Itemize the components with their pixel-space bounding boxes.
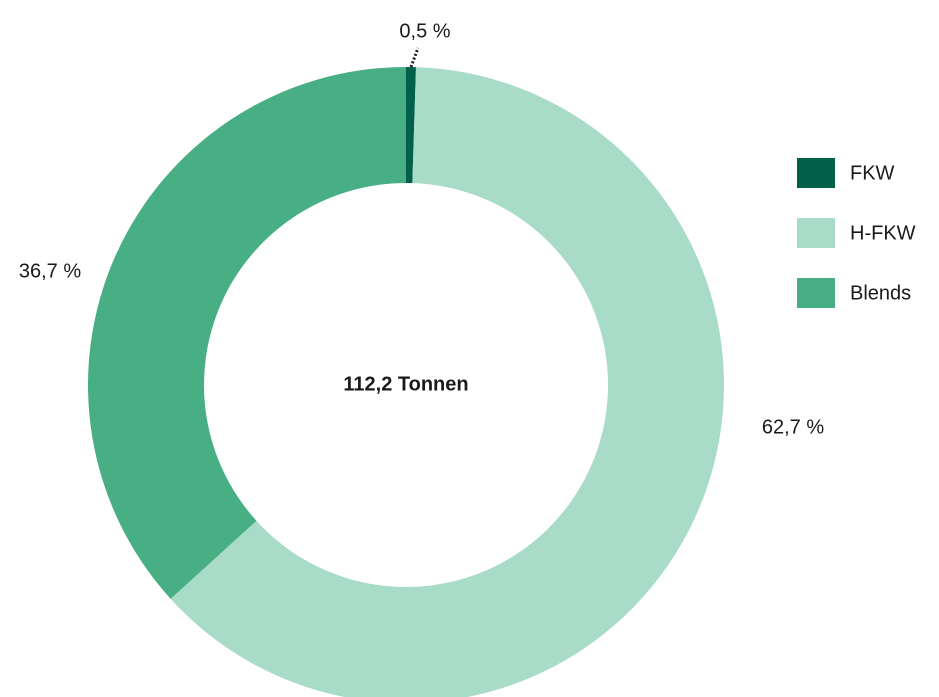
- value-label: 36,7 %: [19, 260, 81, 282]
- donut-slice: [170, 67, 724, 697]
- legend-swatch: [797, 278, 835, 308]
- legend-swatch: [797, 158, 835, 188]
- legend-label: H-FKW: [850, 222, 916, 244]
- legend-label: FKW: [850, 162, 895, 184]
- donut-slice: [406, 67, 416, 184]
- center-label: 112,2 Tonnen: [343, 373, 468, 395]
- value-label: 0,5 %: [399, 20, 450, 42]
- legend-label: Blends: [850, 282, 911, 304]
- donut-slice: [87, 67, 407, 599]
- legend-swatch: [797, 218, 835, 248]
- leader-line: [409, 47, 420, 68]
- value-label: 62,7 %: [762, 416, 824, 438]
